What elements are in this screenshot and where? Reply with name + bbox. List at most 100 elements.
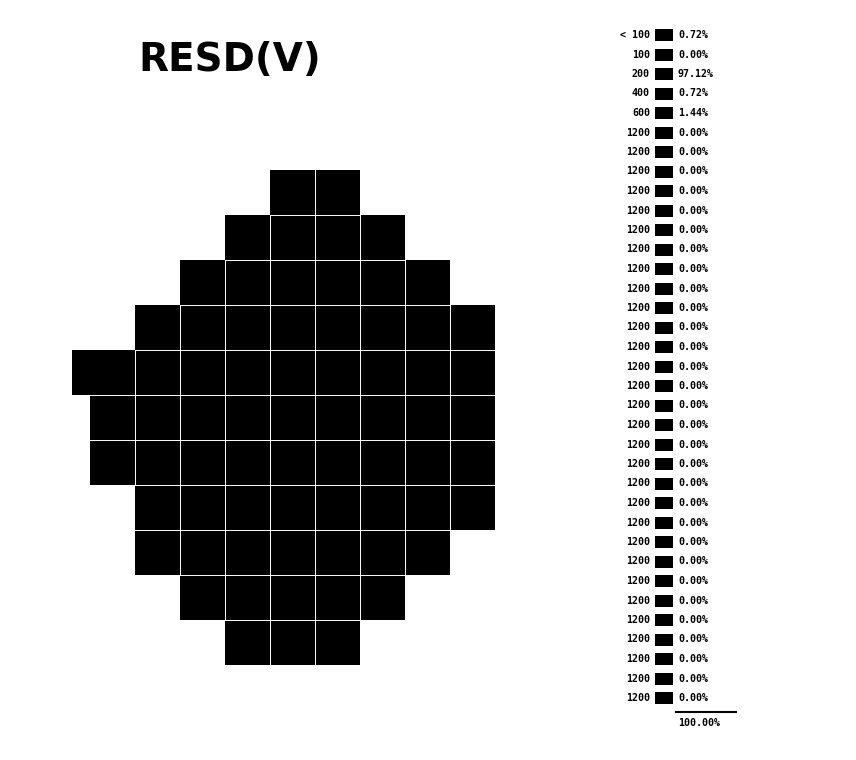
Text: 1200: 1200 <box>626 576 650 586</box>
Bar <box>655 87 673 100</box>
Bar <box>135 485 180 530</box>
Bar <box>655 263 673 275</box>
Bar <box>225 395 270 440</box>
Bar <box>655 302 673 314</box>
Bar <box>655 477 673 489</box>
Bar <box>180 350 225 395</box>
Text: 1200: 1200 <box>626 420 650 430</box>
Text: 1200: 1200 <box>626 381 650 391</box>
Text: 1200: 1200 <box>626 362 650 372</box>
Text: 0.72%: 0.72% <box>678 30 708 40</box>
Text: 0.00%: 0.00% <box>678 186 708 196</box>
Bar <box>655 614 673 626</box>
Bar <box>360 440 405 485</box>
Bar <box>225 575 270 620</box>
Bar <box>360 305 405 350</box>
Bar <box>270 170 315 215</box>
Text: 1200: 1200 <box>626 186 650 196</box>
Text: 1200: 1200 <box>626 654 650 664</box>
Bar <box>655 380 673 392</box>
Text: 1200: 1200 <box>626 673 650 683</box>
Text: 0.00%: 0.00% <box>678 322 708 333</box>
Bar <box>360 260 405 305</box>
Bar <box>655 360 673 372</box>
Bar <box>360 575 405 620</box>
Text: 1200: 1200 <box>626 205 650 216</box>
Bar <box>450 305 495 350</box>
Bar <box>360 350 405 395</box>
Bar <box>655 321 673 334</box>
Bar <box>655 497 673 509</box>
Bar <box>225 440 270 485</box>
Bar <box>655 49 673 61</box>
Bar <box>135 305 180 350</box>
Text: 0.00%: 0.00% <box>678 264 708 274</box>
Bar <box>270 260 315 305</box>
Bar <box>315 305 360 350</box>
Bar <box>450 350 495 395</box>
Bar <box>315 530 360 575</box>
Text: 1200: 1200 <box>626 479 650 489</box>
Bar <box>405 485 450 530</box>
Bar <box>225 485 270 530</box>
Bar <box>315 440 360 485</box>
Text: 0.00%: 0.00% <box>678 439 708 449</box>
Text: 0.00%: 0.00% <box>678 362 708 372</box>
Text: 0.00%: 0.00% <box>678 245 708 255</box>
Text: 0.00%: 0.00% <box>678 166 708 176</box>
Bar <box>405 530 450 575</box>
Text: 200: 200 <box>632 69 650 79</box>
Bar <box>655 575 673 587</box>
Text: 0.00%: 0.00% <box>678 556 708 566</box>
Bar <box>655 204 673 217</box>
Text: 1200: 1200 <box>626 322 650 333</box>
Bar <box>655 439 673 451</box>
Bar <box>270 440 315 485</box>
Text: < 100: < 100 <box>620 30 650 40</box>
Bar <box>360 530 405 575</box>
Bar <box>270 350 315 395</box>
Bar <box>270 305 315 350</box>
Text: 1200: 1200 <box>626 342 650 352</box>
Text: 0.00%: 0.00% <box>678 381 708 391</box>
Text: 0.00%: 0.00% <box>678 459 708 469</box>
Bar <box>405 440 450 485</box>
Text: 0.00%: 0.00% <box>678 673 708 683</box>
Bar <box>225 530 270 575</box>
Text: 1200: 1200 <box>626 303 650 313</box>
Text: 600: 600 <box>632 108 650 118</box>
Text: 100: 100 <box>632 49 650 59</box>
Bar <box>450 440 495 485</box>
Bar <box>270 485 315 530</box>
Text: 0.00%: 0.00% <box>678 49 708 59</box>
Text: 1200: 1200 <box>626 459 650 469</box>
Text: 1200: 1200 <box>626 401 650 410</box>
Text: 1200: 1200 <box>626 128 650 138</box>
Bar <box>135 350 180 395</box>
Text: 1200: 1200 <box>626 596 650 606</box>
Bar <box>315 350 360 395</box>
Text: 100.00%: 100.00% <box>678 718 720 728</box>
Text: 1200: 1200 <box>626 635 650 644</box>
Text: 0.00%: 0.00% <box>678 537 708 547</box>
Text: 1200: 1200 <box>626 518 650 527</box>
Bar <box>135 440 180 485</box>
Text: 1200: 1200 <box>626 225 650 235</box>
Text: 0.00%: 0.00% <box>678 342 708 352</box>
Text: 0.00%: 0.00% <box>678 205 708 216</box>
Text: 1200: 1200 <box>626 245 650 255</box>
Text: 0.00%: 0.00% <box>678 654 708 664</box>
Text: 0.00%: 0.00% <box>678 615 708 625</box>
Text: 0.00%: 0.00% <box>678 401 708 410</box>
Bar <box>135 530 180 575</box>
Text: 1200: 1200 <box>626 615 650 625</box>
Bar <box>135 395 180 440</box>
Text: 400: 400 <box>632 88 650 99</box>
Bar <box>270 395 315 440</box>
Bar <box>360 485 405 530</box>
Text: 97.12%: 97.12% <box>678 69 714 79</box>
Bar <box>655 185 673 197</box>
Bar <box>90 440 135 485</box>
Bar <box>315 620 360 665</box>
Bar <box>180 260 225 305</box>
